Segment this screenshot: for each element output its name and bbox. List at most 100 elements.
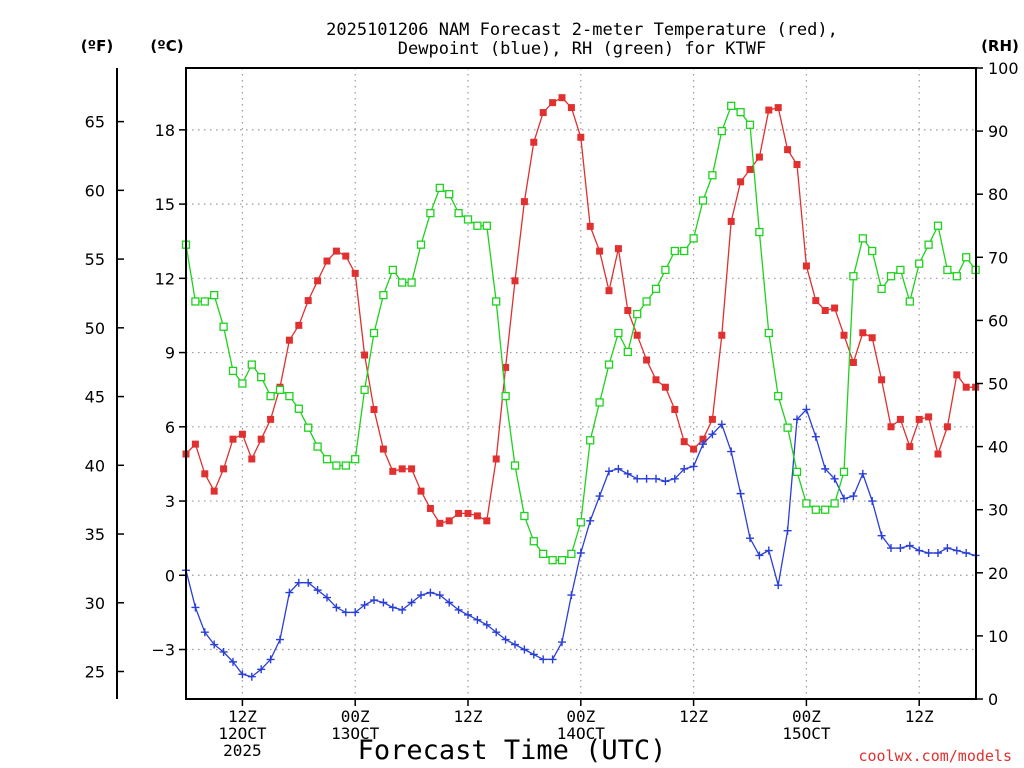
temperature-point: [520, 198, 528, 206]
temperature-point: [267, 415, 275, 423]
temperature-point: [831, 304, 839, 312]
temperature-point: [802, 262, 810, 270]
rh-point: [463, 215, 473, 224]
temperature-point: [210, 487, 218, 495]
rh-point: [708, 171, 717, 180]
dewpoint-point: [962, 549, 971, 558]
rh-point: [257, 373, 266, 382]
rh-point: [191, 297, 200, 306]
rh-point: [736, 108, 745, 117]
rh-point: [445, 190, 454, 199]
dewpoint-point: [858, 469, 867, 478]
dewpoint-point: [313, 586, 322, 595]
chart-title-line-2: Dewpoint (blue), RH (green) for KTWF: [398, 39, 766, 59]
rh-point: [933, 221, 943, 230]
rh-point: [698, 196, 708, 205]
rh-point: [369, 328, 379, 338]
rh-tick-label: 40: [988, 438, 1008, 457]
temperature-point: [962, 383, 970, 391]
temperature-point: [925, 413, 933, 421]
rh-point: [228, 366, 238, 376]
rh-point: [896, 265, 905, 275]
rh-point: [473, 221, 482, 230]
rh-point: [783, 423, 792, 432]
dewpoint-point: [905, 541, 914, 550]
rh-tick-label: 0: [988, 690, 998, 709]
temperature-point: [774, 104, 782, 112]
dewpoint-point: [670, 474, 679, 483]
rh-point: [868, 246, 877, 256]
dewpoint-point: [661, 477, 670, 486]
rh-point: [360, 385, 369, 394]
rh-point: [247, 360, 256, 369]
dewpoint-point: [595, 492, 604, 501]
rh-point: [623, 347, 632, 357]
dewpoint-point: [266, 655, 275, 664]
temperature-point: [755, 153, 763, 161]
temperature-point: [558, 94, 566, 102]
rh-point: [200, 297, 209, 306]
dewpoint-point: [548, 655, 557, 664]
temperature-point: [849, 358, 857, 366]
dewpoint-point: [539, 655, 548, 664]
dewpoint-point: [746, 534, 754, 543]
credit-text: coolwx.com/models: [858, 747, 1012, 765]
dewpoint-point: [793, 415, 801, 424]
dewpoint-point: [435, 591, 444, 600]
temperature-point: [708, 415, 716, 423]
temperature-point: [934, 450, 942, 458]
temperature-point: [727, 217, 735, 225]
dewpoint-point: [351, 608, 360, 617]
rh-tick-label: 60: [988, 311, 1008, 330]
time-tick-label: 15OCT: [782, 724, 831, 743]
dewpoint-point: [783, 526, 792, 535]
rh-point: [877, 284, 886, 294]
dewpoint-point: [896, 544, 905, 553]
rh-point: [210, 291, 219, 300]
temperature-point: [473, 512, 481, 520]
rh-point: [539, 549, 548, 559]
temperature-point: [746, 165, 754, 173]
celsius-tick-label: 9: [165, 344, 175, 363]
temperature-point: [577, 133, 585, 141]
celsius-tick-label: 15: [155, 195, 175, 214]
rh-point: [886, 272, 896, 281]
temperature-point: [737, 178, 745, 186]
rh-point: [924, 240, 933, 249]
chart-title-line-1: 2025101206 NAM Forecast 2-meter Temperat…: [326, 20, 838, 40]
dewpoint-point: [454, 605, 463, 614]
dewpoint-point: [727, 447, 736, 456]
dewpoint-point: [323, 593, 331, 602]
dewpoint-point: [501, 635, 510, 644]
fahrenheit-tick-label: 40: [85, 456, 105, 475]
dewpoint-point: [482, 620, 491, 629]
temperature-point: [859, 329, 867, 337]
time-tick-label: 00Z: [341, 707, 370, 726]
temperature-point: [887, 423, 895, 431]
temperature-point: [953, 371, 961, 379]
rh-point: [313, 442, 322, 451]
dewpoint-point: [558, 638, 566, 647]
dewpoint-point: [821, 464, 830, 473]
rh-point: [802, 499, 811, 508]
rh-point: [567, 549, 576, 559]
temperature-point: [191, 440, 199, 448]
rh-point: [689, 234, 698, 243]
temperature-point: [483, 517, 491, 525]
rh-point: [407, 278, 416, 287]
rh-point: [811, 505, 820, 514]
temperature-point: [436, 519, 444, 527]
grid-lines: [186, 68, 976, 699]
dewpoint-point: [511, 640, 519, 649]
dewpoint-point: [623, 469, 632, 478]
rh-tick-label: 10: [988, 627, 1008, 646]
rh-point: [905, 297, 914, 306]
temperature-point: [285, 336, 293, 344]
dewpoint-point: [492, 628, 501, 637]
temperature-point: [342, 252, 350, 260]
rh-point: [680, 246, 689, 256]
temperature-point: [229, 435, 237, 443]
fahrenheit-tick-label: 55: [85, 250, 105, 269]
time-tick-label: 12Z: [679, 707, 708, 726]
temperature-series: [182, 94, 980, 527]
